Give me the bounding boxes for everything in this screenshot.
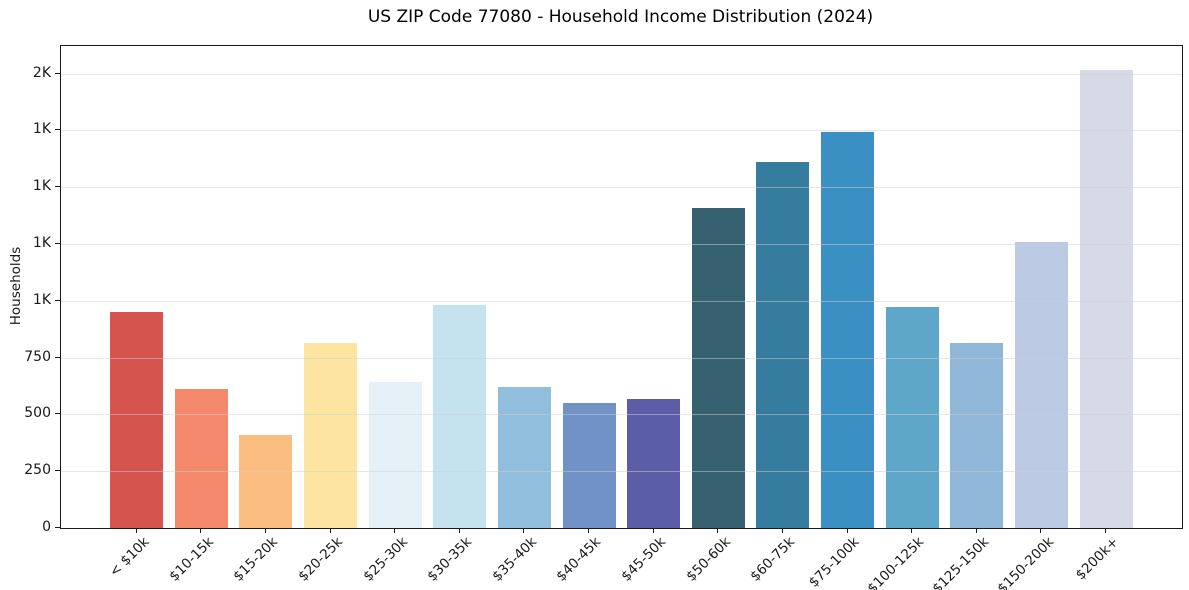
bar-10k xyxy=(110,312,164,528)
bar-25-30k xyxy=(368,381,422,528)
bar-60-75k xyxy=(756,162,810,528)
x-tick-mark xyxy=(652,528,654,533)
x-tick-mark xyxy=(1105,528,1106,533)
x-tick-label: $200k+ xyxy=(1072,534,1122,584)
x-tick-label: $15-20k xyxy=(230,534,282,585)
y-tick-label: 750 xyxy=(24,348,51,365)
bar-50-60k xyxy=(691,207,745,528)
x-tick-mark xyxy=(846,528,848,533)
y-tick-mark xyxy=(55,470,60,472)
bar-125-150k xyxy=(950,342,1004,528)
y-tick-label: 2K xyxy=(32,64,51,81)
x-tick-label: $25-30k xyxy=(359,534,411,585)
y-tick-mark xyxy=(55,356,60,358)
x-tick-mark xyxy=(975,528,977,533)
y-axis-label: Households xyxy=(8,246,24,326)
x-tick-label: $35-40k xyxy=(489,534,540,585)
x-tick-mark xyxy=(458,528,460,533)
x-tick-mark xyxy=(1040,528,1042,533)
x-tick-mark xyxy=(135,528,137,533)
x-tick-label: $50-60k xyxy=(682,534,734,585)
x-tick-mark xyxy=(523,528,525,533)
x-tick-label: $40-45k xyxy=(553,534,605,585)
bar-20-25k xyxy=(304,342,358,528)
bar-75-100k xyxy=(821,131,875,528)
bar-40-45k xyxy=(562,403,616,528)
gridline-1500 xyxy=(61,187,1182,189)
y-tick-label: 1K xyxy=(32,178,51,195)
x-tick-mark xyxy=(200,528,202,533)
y-tick-mark xyxy=(55,299,60,301)
y-tick-label: 0 xyxy=(42,519,51,535)
plot-area xyxy=(60,45,1183,529)
chart-title: US ZIP Code 77080 - Household Income Dis… xyxy=(367,7,874,27)
x-tick-mark xyxy=(329,528,331,533)
bar-200k xyxy=(1079,70,1133,528)
x-tick-label: $60-75k xyxy=(747,534,799,585)
x-tick-mark xyxy=(264,528,266,533)
gridline-1250 xyxy=(61,244,1182,246)
bar-30-35k xyxy=(433,305,487,528)
x-tick-label: $125-150k xyxy=(929,534,993,590)
x-tick-label: $45-50k xyxy=(618,534,669,585)
x-tick-label: < $10k xyxy=(105,534,153,581)
y-tick-mark xyxy=(55,72,60,74)
gridline-1750 xyxy=(61,130,1182,132)
y-tick-mark xyxy=(55,243,60,245)
bar-150-200k xyxy=(1014,241,1068,528)
y-tick-mark xyxy=(55,527,60,528)
y-tick-mark xyxy=(55,129,60,131)
x-tick-label: $30-35k xyxy=(424,534,476,585)
x-tick-mark xyxy=(394,528,396,533)
bar-35-40k xyxy=(497,387,551,528)
y-tick-label: 1K xyxy=(32,235,51,252)
gridline-500 xyxy=(61,414,1182,416)
x-tick-mark xyxy=(911,528,913,533)
bar-100-125k xyxy=(885,306,939,528)
y-tick-label: 500 xyxy=(24,405,51,422)
x-tick-mark xyxy=(717,528,719,533)
bar-45-50k xyxy=(627,398,681,528)
x-tick-label: $100-125k xyxy=(864,534,928,590)
gridline-2000 xyxy=(61,73,1182,75)
x-tick-label: $10-15k xyxy=(165,534,217,585)
x-tick-mark xyxy=(588,528,590,533)
gridline-750 xyxy=(61,357,1182,359)
x-tick-label: $20-25k xyxy=(295,534,346,585)
y-tick-mark xyxy=(55,186,60,188)
x-tick-label: $75-100k xyxy=(806,534,863,590)
bar-10-15k xyxy=(174,389,228,528)
gridline-250 xyxy=(61,471,1182,473)
y-tick-label: 1K xyxy=(32,121,51,138)
y-tick-label: 250 xyxy=(24,462,51,479)
bar-15-20k xyxy=(239,434,293,528)
x-tick-label: $150-200k xyxy=(993,534,1057,590)
x-tick-mark xyxy=(781,528,783,533)
y-tick-mark xyxy=(55,413,60,415)
y-tick-label: 1K xyxy=(32,291,51,308)
gridline-1000 xyxy=(61,300,1182,302)
